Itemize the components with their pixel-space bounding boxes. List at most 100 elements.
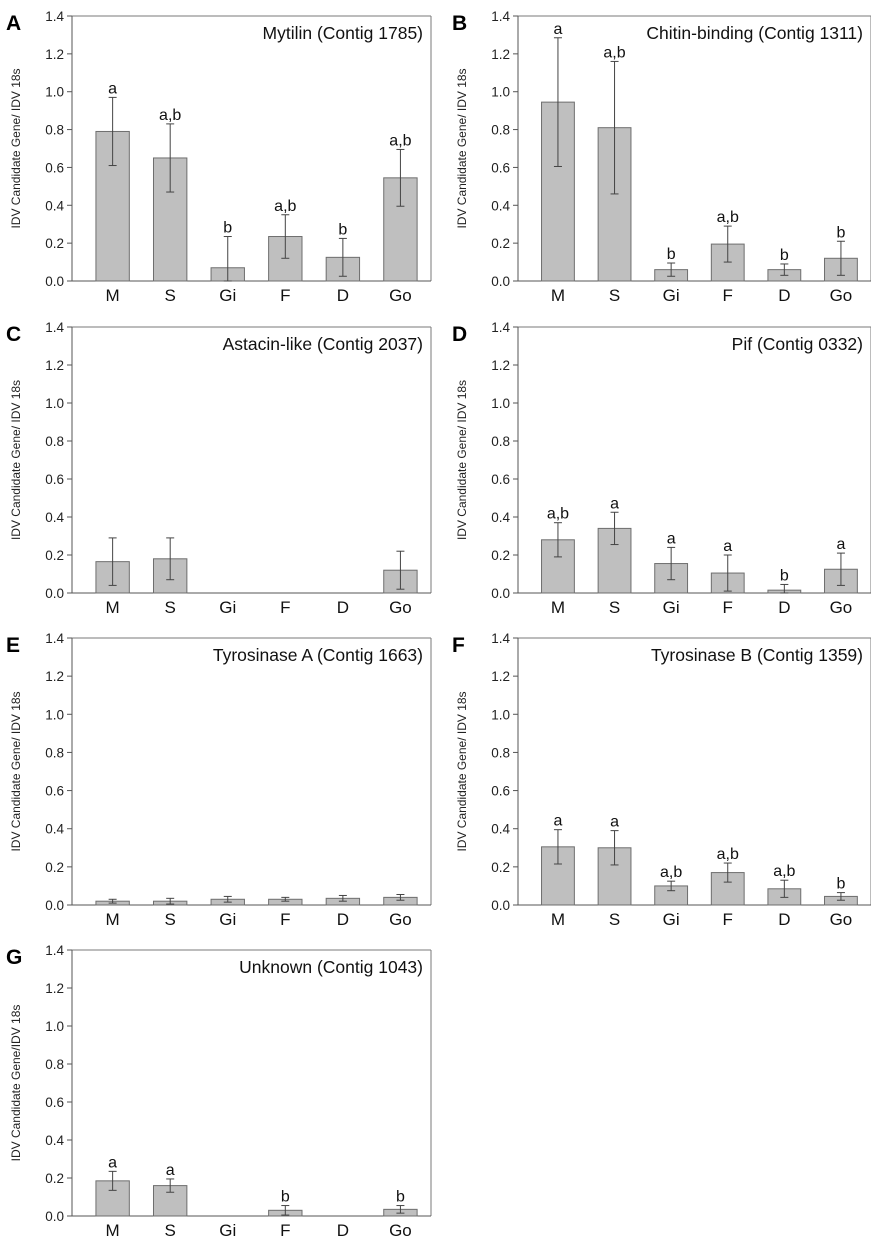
significance-letter: a,b bbox=[389, 132, 411, 149]
x-tick-label: D bbox=[337, 598, 349, 617]
y-tick-label: 0.6 bbox=[491, 472, 510, 487]
significance-letter: b bbox=[338, 221, 347, 238]
y-tick-label: 1.2 bbox=[45, 47, 64, 62]
significance-letter: b bbox=[780, 567, 789, 584]
chart-title: Chitin-binding (Contig 1311) bbox=[646, 23, 863, 43]
y-tick-label: 1.4 bbox=[491, 320, 510, 335]
y-tick-label: 0.2 bbox=[491, 860, 510, 875]
x-tick-label: M bbox=[106, 286, 120, 305]
x-tick-label: Go bbox=[830, 910, 853, 929]
x-tick-label: Gi bbox=[663, 910, 680, 929]
y-tick-label: 0.2 bbox=[45, 1171, 64, 1186]
x-tick-label: D bbox=[778, 598, 790, 617]
y-tick-label: 0.6 bbox=[45, 472, 64, 487]
y-tick-label: 0.8 bbox=[491, 434, 510, 449]
x-tick-label: Gi bbox=[663, 598, 680, 617]
x-tick-label: Gi bbox=[663, 286, 680, 305]
bar bbox=[95, 1180, 130, 1217]
chart-panel-g: G 0.0 0.2 0.4 0.6 0.8 1.0 1.2 1.4 IDV Candidate G… bbox=[6, 943, 432, 1236]
y-tick-label: 1.0 bbox=[491, 396, 510, 411]
y-axis-label: IDV Candidate Gene/IDV 18s bbox=[9, 1005, 23, 1162]
x-tick-label: Go bbox=[389, 910, 412, 929]
y-tick-label: 0.6 bbox=[45, 784, 64, 799]
significance-letter: a,b bbox=[547, 506, 569, 523]
chart-panel-a: A 0.0 0.2 0.4 0.6 0.8 1.0 1.2 1.4 IDV Candidate G… bbox=[6, 9, 432, 305]
significance-letter: a,b bbox=[603, 44, 625, 61]
y-tick-label: 1.0 bbox=[45, 707, 64, 722]
x-tick-label: F bbox=[280, 286, 290, 305]
x-tick-label: F bbox=[723, 286, 733, 305]
y-tick-label: 0.8 bbox=[45, 434, 64, 449]
y-tick-label: 0.2 bbox=[491, 236, 510, 251]
x-tick-label: Gi bbox=[219, 598, 236, 617]
significance-letter: b bbox=[223, 220, 232, 237]
chart-title: Tyrosinase B (Contig 1359) bbox=[651, 645, 863, 665]
panel-letter: B bbox=[452, 12, 467, 35]
x-tick-label: S bbox=[609, 286, 620, 305]
y-tick-label: 1.0 bbox=[45, 1019, 64, 1034]
significance-letter: a bbox=[108, 1154, 117, 1171]
y-tick-label: 0.4 bbox=[491, 822, 510, 837]
x-tick-label: S bbox=[165, 598, 176, 617]
significance-letter: a bbox=[610, 814, 619, 831]
x-tick-label: Go bbox=[830, 598, 853, 617]
y-tick-label: 0.4 bbox=[45, 1133, 64, 1148]
x-tick-label: M bbox=[551, 286, 565, 305]
y-axis-label: IDV Candidate Gene/ IDV 18s bbox=[9, 68, 23, 228]
chart-title: Mytilin (Contig 1785) bbox=[263, 23, 423, 43]
x-tick-label: M bbox=[106, 1221, 120, 1236]
y-tick-label: 1.4 bbox=[45, 9, 64, 24]
x-tick-label: F bbox=[280, 598, 290, 617]
y-tick-label: 0.6 bbox=[491, 784, 510, 799]
x-tick-label: F bbox=[723, 910, 733, 929]
y-tick-label: 1.2 bbox=[491, 358, 510, 373]
y-tick-label: 0.6 bbox=[45, 1095, 64, 1110]
y-tick-label: 1.2 bbox=[45, 669, 64, 684]
x-tick-label: D bbox=[778, 286, 790, 305]
significance-letter: a bbox=[108, 80, 117, 97]
y-tick-label: 1.0 bbox=[45, 85, 64, 100]
significance-letter: a bbox=[553, 813, 562, 830]
panel-letter: F bbox=[452, 634, 465, 657]
chart-panel-d: D 0.0 0.2 0.4 0.6 0.8 1.0 1.2 1.4 IDV Candidate G… bbox=[452, 320, 871, 617]
chart-panel-e: E 0.0 0.2 0.4 0.6 0.8 1.0 1.2 1.4 IDV Candidate G… bbox=[6, 631, 432, 929]
y-tick-label: 0.4 bbox=[45, 510, 64, 525]
y-tick-label: 1.0 bbox=[45, 396, 64, 411]
y-tick-label: 0.4 bbox=[491, 198, 510, 213]
y-tick-label: 1.4 bbox=[45, 320, 64, 335]
x-tick-label: Gi bbox=[219, 1221, 236, 1236]
y-tick-label: 0.0 bbox=[491, 274, 510, 289]
y-tick-label: 1.4 bbox=[45, 631, 64, 646]
y-tick-label: 0.4 bbox=[45, 198, 64, 213]
panel-letter: D bbox=[452, 323, 467, 346]
y-tick-label: 1.0 bbox=[491, 707, 510, 722]
chart-title: Tyrosinase A (Contig 1663) bbox=[213, 645, 423, 665]
x-tick-label: D bbox=[337, 1221, 349, 1236]
y-tick-label: 0.0 bbox=[45, 898, 64, 913]
significance-letter: a bbox=[553, 21, 562, 38]
x-tick-label: S bbox=[609, 598, 620, 617]
y-tick-label: 0.2 bbox=[45, 548, 64, 563]
y-tick-label: 0.2 bbox=[45, 860, 64, 875]
x-tick-label: D bbox=[778, 910, 790, 929]
significance-letter: a bbox=[667, 530, 676, 547]
x-tick-label: D bbox=[337, 286, 349, 305]
y-axis-label: IDV Candidate Gene/ IDV 18s bbox=[9, 380, 23, 540]
panel-letter: C bbox=[6, 323, 21, 346]
x-tick-label: S bbox=[165, 910, 176, 929]
y-tick-label: 1.4 bbox=[45, 943, 64, 958]
y-tick-label: 0.8 bbox=[45, 745, 64, 760]
significance-letter: a bbox=[836, 536, 845, 553]
significance-letter: a,b bbox=[773, 863, 795, 880]
y-tick-label: 0.2 bbox=[491, 548, 510, 563]
chart-title: Unknown (Contig 1043) bbox=[239, 957, 423, 977]
y-tick-label: 0.4 bbox=[45, 822, 64, 837]
chart-panel-b: B 0.0 0.2 0.4 0.6 0.8 1.0 1.2 1.4 IDV Candidate G… bbox=[452, 9, 871, 305]
x-tick-label: Gi bbox=[219, 910, 236, 929]
significance-letter: b bbox=[281, 1189, 290, 1206]
y-tick-label: 0.8 bbox=[491, 745, 510, 760]
significance-letter: a bbox=[610, 495, 619, 512]
y-tick-label: 0.4 bbox=[491, 510, 510, 525]
